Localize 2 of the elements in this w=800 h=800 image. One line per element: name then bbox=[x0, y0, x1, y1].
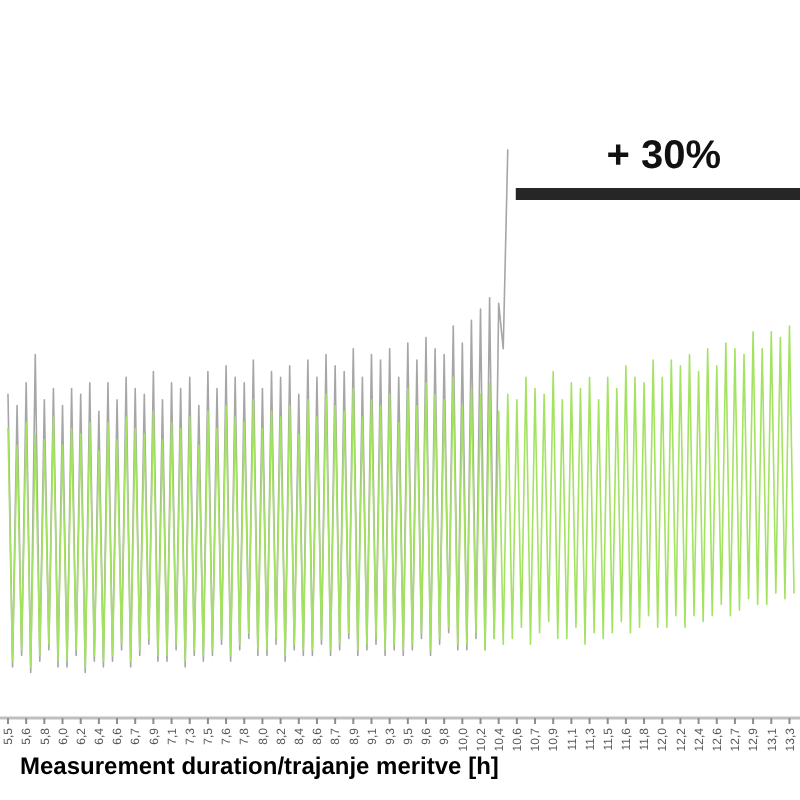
annotation: + 30% bbox=[606, 134, 722, 178]
x-axis-title: Measurement duration/trajanje meritve [h] bbox=[20, 752, 499, 780]
